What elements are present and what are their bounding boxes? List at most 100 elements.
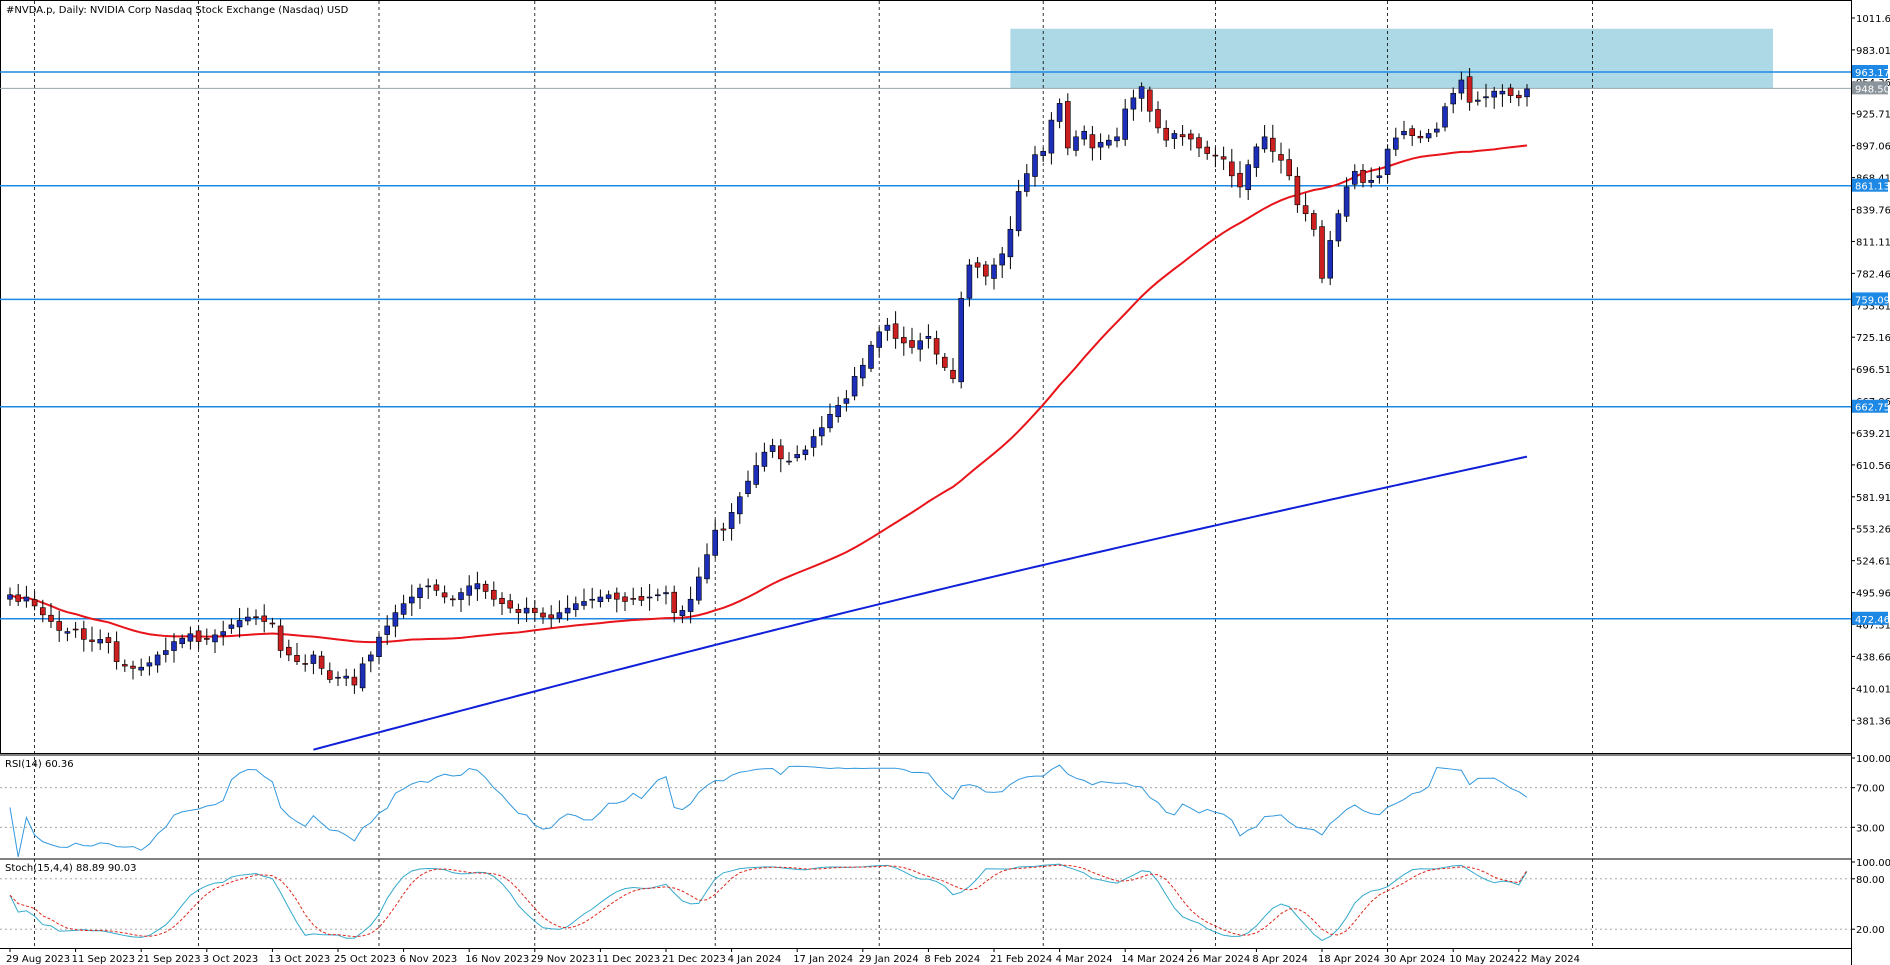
candle[interactable] bbox=[204, 628, 210, 645]
candle[interactable] bbox=[302, 654, 309, 672]
candle[interactable] bbox=[1212, 147, 1219, 168]
candle[interactable] bbox=[1393, 127, 1399, 157]
candle[interactable] bbox=[179, 634, 185, 649]
candle[interactable] bbox=[23, 585, 30, 608]
candle[interactable] bbox=[646, 583, 653, 611]
candle[interactable] bbox=[851, 366, 858, 401]
candle[interactable] bbox=[827, 403, 833, 433]
candle[interactable] bbox=[376, 633, 382, 665]
candle[interactable] bbox=[466, 575, 473, 606]
candle[interactable] bbox=[736, 492, 743, 524]
candle[interactable] bbox=[933, 330, 940, 365]
candle[interactable] bbox=[531, 599, 538, 622]
candle[interactable] bbox=[507, 593, 514, 614]
candle[interactable] bbox=[663, 585, 669, 605]
candle[interactable] bbox=[1073, 130, 1079, 157]
candle[interactable] bbox=[89, 626, 95, 652]
candle[interactable] bbox=[786, 452, 792, 466]
candle[interactable] bbox=[335, 671, 341, 686]
candle[interactable] bbox=[441, 585, 448, 604]
candle[interactable] bbox=[1352, 164, 1358, 190]
candle[interactable] bbox=[1327, 230, 1333, 286]
candle[interactable] bbox=[1007, 216, 1014, 270]
candle[interactable] bbox=[163, 637, 169, 663]
candle[interactable] bbox=[220, 620, 226, 646]
candle[interactable] bbox=[769, 438, 776, 458]
candle[interactable] bbox=[876, 327, 883, 357]
candle[interactable] bbox=[1343, 177, 1350, 223]
candle[interactable] bbox=[1507, 83, 1514, 103]
candle[interactable] bbox=[1122, 98, 1128, 146]
candle[interactable] bbox=[720, 522, 727, 541]
candle[interactable] bbox=[384, 615, 391, 645]
candle[interactable] bbox=[294, 643, 300, 665]
candle[interactable] bbox=[39, 599, 46, 623]
candle[interactable] bbox=[704, 543, 710, 584]
candle[interactable] bbox=[1106, 134, 1112, 149]
candle[interactable] bbox=[490, 581, 497, 607]
candle[interactable] bbox=[138, 658, 144, 676]
candle[interactable] bbox=[540, 607, 546, 624]
candle[interactable] bbox=[1081, 125, 1087, 146]
candle[interactable] bbox=[1065, 93, 1071, 156]
candle[interactable] bbox=[597, 589, 604, 608]
candle[interactable] bbox=[728, 503, 735, 541]
candle[interactable] bbox=[1245, 159, 1251, 200]
candle[interactable] bbox=[261, 604, 268, 633]
candle[interactable] bbox=[1155, 101, 1161, 134]
candle[interactable] bbox=[81, 620, 87, 652]
candle[interactable] bbox=[1015, 179, 1022, 237]
candle[interactable] bbox=[359, 657, 366, 692]
candle[interactable] bbox=[269, 617, 276, 628]
candle[interactable] bbox=[1294, 167, 1301, 213]
candle[interactable] bbox=[958, 291, 965, 389]
candle[interactable] bbox=[712, 519, 719, 559]
candle[interactable] bbox=[572, 596, 579, 617]
candle[interactable] bbox=[499, 592, 505, 615]
candle[interactable] bbox=[343, 668, 350, 687]
candle[interactable] bbox=[950, 358, 956, 384]
candle[interactable] bbox=[1097, 133, 1104, 161]
candle[interactable] bbox=[843, 390, 850, 412]
candle[interactable] bbox=[1278, 142, 1284, 174]
candle[interactable] bbox=[1450, 87, 1456, 114]
candle[interactable] bbox=[548, 605, 555, 628]
candle[interactable] bbox=[146, 656, 153, 676]
candle[interactable] bbox=[1376, 166, 1383, 184]
candle[interactable] bbox=[425, 578, 432, 600]
candle[interactable] bbox=[310, 650, 317, 675]
candle[interactable] bbox=[72, 621, 79, 638]
candle[interactable] bbox=[1196, 133, 1202, 157]
candle[interactable] bbox=[991, 258, 997, 290]
candle[interactable] bbox=[1048, 112, 1055, 165]
candle[interactable] bbox=[48, 603, 54, 628]
candle[interactable] bbox=[630, 587, 637, 606]
candle[interactable] bbox=[15, 583, 21, 606]
candle[interactable] bbox=[605, 590, 612, 602]
candle[interactable] bbox=[1237, 161, 1243, 198]
candle[interactable] bbox=[777, 439, 784, 473]
candle[interactable] bbox=[1056, 98, 1063, 129]
candle[interactable] bbox=[326, 662, 333, 684]
candle[interactable] bbox=[187, 626, 194, 650]
candle[interactable] bbox=[56, 610, 63, 642]
candle[interactable] bbox=[400, 594, 407, 619]
candle[interactable] bbox=[1114, 127, 1120, 148]
candle[interactable] bbox=[654, 588, 661, 602]
candle[interactable] bbox=[868, 340, 874, 373]
candle[interactable] bbox=[1089, 126, 1096, 161]
candle[interactable] bbox=[1204, 140, 1210, 160]
candle[interactable] bbox=[917, 332, 924, 362]
candle[interactable] bbox=[761, 442, 768, 472]
candle[interactable] bbox=[687, 586, 694, 624]
candle[interactable] bbox=[1475, 91, 1481, 106]
candle[interactable] bbox=[1516, 90, 1522, 107]
candle[interactable] bbox=[999, 246, 1006, 279]
candle[interactable] bbox=[392, 604, 399, 638]
candle[interactable] bbox=[228, 618, 235, 634]
candle[interactable] bbox=[236, 607, 243, 638]
candle[interactable] bbox=[285, 639, 292, 662]
candle[interactable] bbox=[794, 445, 801, 462]
candle[interactable] bbox=[449, 595, 456, 607]
